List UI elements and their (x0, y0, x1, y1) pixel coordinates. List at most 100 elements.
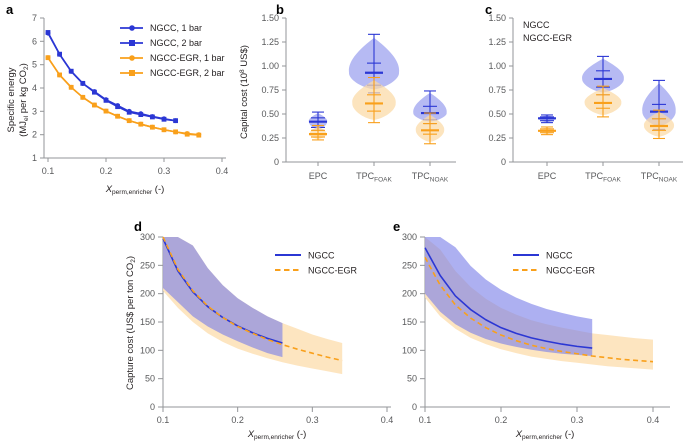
panel-a-marker (103, 108, 109, 114)
svg-text:0.1: 0.1 (42, 166, 55, 176)
panel-d-yticks: 0 50 100 150 200 250 300 (140, 232, 163, 412)
violin-ytick: 0.50 (488, 109, 506, 119)
panel-b-letter: b (276, 2, 284, 17)
panel-e-lines (424, 247, 654, 363)
violin-ytick: 1.00 (261, 61, 279, 71)
band-ytick: 50 (145, 374, 155, 384)
svg-text:0.4: 0.4 (216, 166, 229, 176)
band-ytick: 200 (402, 289, 417, 299)
panel-c-xticks: EPC TPCFOAK TPCNOAK (538, 162, 678, 184)
band-xtick: 0.3 (571, 415, 584, 425)
panel-e: e 0 50 100 150 200 250 300 0.1 0.2 0.3 0.4 NGCC NG… (385, 215, 685, 444)
panel-a-marker (138, 121, 144, 127)
panel-a-marker (57, 72, 62, 78)
band-xtick: 0.2 (231, 415, 244, 425)
violin-xtick: TPCNOAK (412, 171, 449, 184)
band-legend-label-0: NGCC (546, 250, 573, 260)
band-ytick: 0 (412, 402, 417, 412)
panel-e-bands (425, 237, 653, 370)
svg-text:0.3: 0.3 (158, 166, 171, 176)
panel-a-marker (45, 55, 51, 61)
violin-xtick: TPCFOAK (585, 171, 621, 184)
violin-ytick: 1.25 (261, 37, 279, 47)
violin-ytick: 1.00 (488, 61, 506, 71)
band-line-ngcc (162, 238, 283, 344)
band-xtick: 0.4 (381, 415, 394, 425)
panel-a-marker (196, 132, 202, 138)
violin-ytick: 0.25 (488, 133, 506, 143)
panel-a-marker (150, 124, 155, 130)
panel-e-letter: e (393, 219, 400, 234)
svg-text:6: 6 (32, 36, 37, 46)
panel-a-marker (161, 116, 167, 122)
svg-text:1: 1 (32, 153, 37, 163)
band-legend-label-0: NGCC (308, 250, 335, 260)
panel-a-marker (103, 97, 109, 103)
panel-a-marker (45, 30, 51, 35)
panel-c-legend-ngcc-egr: NGCC-EGR (523, 33, 572, 43)
panel-b-yticks: 0 0.25 0.50 0.75 1.00 1.25 1.50 (261, 13, 286, 167)
band-ytick: 250 (402, 260, 417, 270)
band-area-ngcc (425, 237, 593, 356)
panel-d-ylabel: Capture cost (US$ per ton CO2) (125, 256, 137, 390)
panel-a-marker (115, 113, 120, 119)
band-ytick: 200 (140, 289, 155, 299)
panel-c-legend-ngcc: NGCC (523, 20, 550, 30)
panel-d-xlabel: Xperm,enricher (-) (247, 429, 307, 441)
band-xtick: 0.1 (419, 415, 432, 425)
violin-ytick: 0 (274, 157, 279, 167)
panel-a-marker (150, 114, 155, 120)
panel-a-marker (80, 80, 86, 86)
band-ytick: 150 (140, 317, 155, 327)
band-xtick: 0.4 (647, 415, 660, 425)
panel-e-legend: NGCC NGCC-EGR (513, 250, 595, 275)
panel-a-yticks: 1 2 3 4 5 6 7 (32, 13, 44, 163)
band-legend-label-1: NGCC-EGR (308, 265, 357, 275)
panel-d-lines (162, 236, 343, 362)
violin-ytick: 0.75 (488, 85, 506, 95)
panel-a-marker (57, 51, 62, 57)
svg-text:3: 3 (32, 106, 37, 116)
panel-a-legend-marker-1 (129, 40, 135, 46)
panel-a-series-group (45, 30, 202, 138)
panel-a-marker (68, 84, 74, 90)
panel-a-legend-marker-2 (129, 55, 135, 61)
panel-b-ylabel: Capital cost (108 US$) (239, 45, 250, 139)
panel-c-plot: 0 0.25 0.50 0.75 1.00 1.25 1.50 EPC TPCFOAK TPCN… (488, 13, 683, 184)
panel-c-violins (538, 55, 676, 140)
panel-a-marker (92, 102, 97, 108)
violin-ytick: 1.50 (488, 13, 506, 23)
panel-a-legend-label-0: NGCC, 1 bar (150, 23, 202, 33)
panel-a-xticks: 0.1 0.2 0.3 0.4 (42, 158, 229, 176)
band-ytick: 150 (402, 317, 417, 327)
panel-a-legend-marker-0 (129, 25, 135, 31)
violin-ytick: 0.25 (261, 133, 279, 143)
panel-a-marker (184, 131, 190, 137)
panel-a-ylabel: Specific energy (MJel per kg CO2) (6, 63, 30, 137)
violin-ytick: 0.75 (261, 85, 279, 95)
band-ytick: 50 (407, 374, 417, 384)
violin-xtick: EPC (538, 171, 557, 181)
panel-a-marker (68, 68, 74, 74)
panel-a-legend-marker-3 (129, 70, 135, 76)
band-xtick: 0.3 (306, 415, 319, 425)
panel-d-xticks: 0.1 0.2 0.3 0.4 (157, 407, 394, 425)
violin-ytick: 1.50 (261, 13, 279, 23)
panel-a-marker (92, 89, 97, 95)
panel-a-marker (80, 94, 86, 100)
band-line-ngcc-egr (162, 236, 343, 362)
panel-a-letter: a (6, 2, 13, 17)
panel-a: a Specific energy (MJel per kg CO2) 1 2 … (0, 0, 230, 200)
panel-b: b Capital cost (108 US$) 0 0.25 0.50 0.75 1.… (228, 0, 458, 200)
violin-ytick: 1.25 (488, 37, 506, 47)
panel-a-marker (173, 118, 178, 124)
panel-a-marker (161, 127, 167, 133)
panel-a-marker (115, 104, 120, 110)
panel-a-marker (138, 112, 144, 117)
panel-d-plot: Capture cost (US$ per ton CO2) 0 50 100 150… (125, 232, 394, 441)
band-ytick: 300 (402, 232, 417, 242)
violin-xtick: TPCNOAK (641, 171, 678, 184)
band-area-ngcc (163, 237, 283, 358)
band-xtick: 0.2 (495, 415, 508, 425)
